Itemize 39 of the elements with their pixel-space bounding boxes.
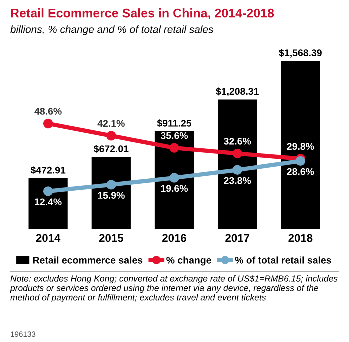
point <box>232 165 242 176</box>
point <box>43 118 54 129</box>
bar <box>281 61 320 230</box>
data-label: 32.6% <box>224 138 252 145</box>
data-label: 42.1% <box>98 120 125 128</box>
x-tick-label: 2017 <box>226 234 250 242</box>
x-tick-label: 2016 <box>162 234 186 242</box>
bar <box>92 157 131 230</box>
data-label: 23.8% <box>224 177 252 184</box>
chart-title: Retail Ecommerce Sales in China, 2014-2018 <box>11 8 274 20</box>
data-label: $911.25 <box>157 120 192 128</box>
data-label: $1,208.31 <box>216 88 259 96</box>
legend-label: % change <box>166 256 212 266</box>
point <box>43 186 54 196</box>
point <box>106 131 116 141</box>
data-label: 15.9% <box>98 192 125 200</box>
data-label: 48.6% <box>34 108 62 115</box>
point <box>106 180 116 190</box>
data-label: 29.8% <box>287 143 314 150</box>
data-label: $672.01 <box>94 145 129 154</box>
data-label: $472.91 <box>30 166 66 174</box>
point <box>170 143 180 153</box>
bar <box>28 178 68 230</box>
legend-label: Retail ecommerce sales <box>33 256 143 264</box>
point <box>296 156 306 166</box>
bar <box>218 100 258 230</box>
data-label: 12.4% <box>35 198 62 206</box>
text: Note: excludes Hong Kong; converted at exchange rate of US$1=RMB6.15; includes products or services ordered using the internet via any device, regardless of the method of payment or fulfillment; excludes travel and event tickets <box>10 275 338 302</box>
data-label: 35.6% <box>160 132 188 140</box>
data-label: 19.6% <box>161 185 188 192</box>
legend-label: % of total retail sales <box>235 256 332 264</box>
x-tick-label: 2018 <box>288 234 313 242</box>
point <box>170 173 180 183</box>
x-tick-label: 2015 <box>99 234 124 242</box>
point <box>232 148 242 159</box>
chart-subtitle: billions, % change and % of total retail sales <box>10 26 214 36</box>
data-label: $1,568.39 <box>279 49 322 58</box>
data-label: 28.6% <box>287 168 314 176</box>
x-tick-label: 2014 <box>36 234 61 242</box>
